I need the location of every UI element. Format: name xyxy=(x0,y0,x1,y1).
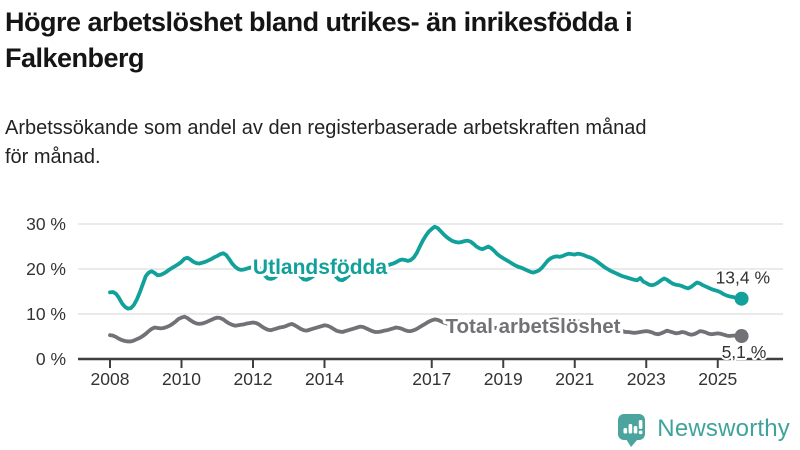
x-tick-label-2025: 2025 xyxy=(698,369,737,389)
logo-exclamation-dot xyxy=(638,430,643,435)
series-line-total xyxy=(108,314,744,344)
y-tick-label-20: 20 % xyxy=(26,259,66,279)
x-tick-label-2012: 2012 xyxy=(234,369,273,389)
x-tick-label-2017: 2017 xyxy=(412,369,451,389)
end-value-label-total: 5,1 % xyxy=(722,342,767,362)
newsworthy-logo[interactable]: Newsworthy xyxy=(615,411,790,447)
x-tick-label-2010: 2010 xyxy=(162,369,201,389)
logo-bar-2 xyxy=(628,424,633,434)
x-tick-label-2014: 2014 xyxy=(305,369,344,389)
logo-bar-3 xyxy=(633,426,638,434)
x-tick-label-2008: 2008 xyxy=(91,369,130,389)
y-tick-label-10: 10 % xyxy=(26,304,66,324)
x-tick-label-2019: 2019 xyxy=(484,369,523,389)
y-tick-label-30: 30 % xyxy=(26,214,66,234)
chart-subtitle: Arbetssökande som andel av den registerb… xyxy=(5,114,795,172)
x-tick-label-2021: 2021 xyxy=(555,369,594,389)
series-label-utlandsfodda: Utlandsfödda xyxy=(253,256,387,279)
series-label-total: Total arbetslöshet xyxy=(445,315,620,338)
end-dot-utlandsfodda xyxy=(734,291,749,306)
logo-exclamation-bar xyxy=(639,420,643,429)
newsworthy-icon xyxy=(618,414,646,447)
page-title-line-2: Falkenberg xyxy=(5,43,145,73)
page-title-line-1: Högre arbetslöshet bland utrikes- än inr… xyxy=(5,7,633,37)
series-line-utlandsfodda xyxy=(108,224,744,311)
chart-subtitle-line-1: Arbetssökande som andel av den registerb… xyxy=(5,117,647,139)
chart-subtitle-line-2: för månad. xyxy=(5,146,101,168)
page-title: Högre arbetslöshet bland utrikes- än inr… xyxy=(5,4,795,76)
logo-bar-1 xyxy=(623,428,628,434)
x-tick-label-2023: 2023 xyxy=(627,369,666,389)
end-dot-total xyxy=(734,329,749,344)
newsworthy-wordmark: Newsworthy xyxy=(657,415,790,442)
y-tick-label-0: 0 % xyxy=(36,349,66,369)
logo-bubble-tail xyxy=(626,439,639,447)
end-value-label-utlandsfodda: 13,4 % xyxy=(716,268,770,288)
